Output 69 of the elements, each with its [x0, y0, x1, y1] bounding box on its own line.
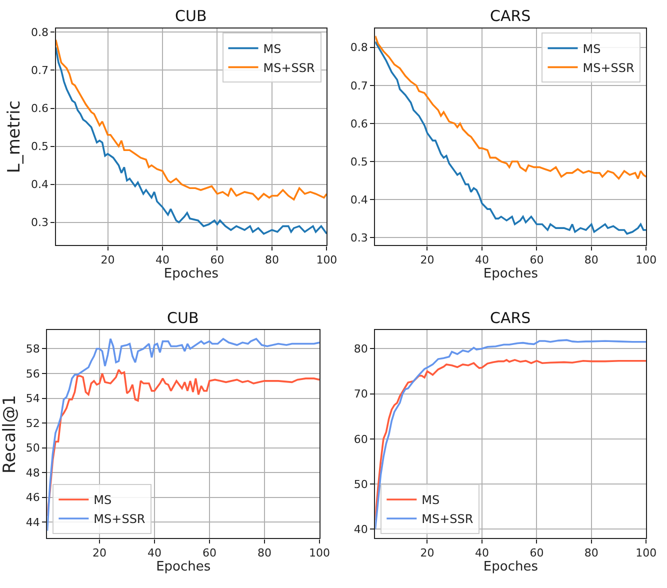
y-tick-label: 0.6 — [350, 117, 368, 130]
x-tick-label: 60 — [530, 253, 544, 266]
line-series — [47, 338, 320, 532]
y-tick-label: 52 — [26, 416, 40, 430]
y-axis-title: Recall@1 — [0, 394, 20, 474]
x-axis-title: Epoches — [164, 266, 219, 282]
x-tick-label: 40 — [474, 253, 489, 266]
y-tick-label: 0.5 — [30, 140, 48, 154]
y-tick-label: 54 — [26, 392, 40, 406]
y-tick-label: 44 — [26, 516, 40, 529]
chart-title: CARS — [490, 309, 531, 327]
y-tick-label: 0.4 — [350, 193, 368, 206]
y-axis-title: L_metric — [4, 100, 25, 174]
legend-label: MS — [94, 493, 112, 508]
line-series — [375, 339, 646, 530]
y-tick-label: 0.5 — [350, 155, 368, 168]
x-tick-label: 100 — [316, 253, 338, 266]
y-tick-label: 0.3 — [30, 216, 48, 230]
x-tick-label: 80 — [257, 546, 272, 560]
y-tick-label: 50 — [354, 478, 368, 491]
line-series — [375, 40, 646, 235]
y-tick-label: 46 — [26, 491, 40, 504]
chart-title: CUB — [167, 309, 199, 327]
y-tick-label: 58 — [26, 342, 40, 356]
legend-label: MS+SSR — [263, 60, 315, 75]
x-tick-label: 40 — [474, 546, 489, 560]
x-tick-label: 20 — [100, 253, 115, 266]
legend-label: MS+SSR — [94, 512, 146, 526]
chart-title: CARS — [490, 7, 531, 25]
y-tick-label: 50 — [26, 442, 40, 455]
x-tick-label: 100 — [308, 546, 330, 560]
x-tick-label: 80 — [584, 546, 598, 560]
x-tick-label: 60 — [530, 546, 544, 560]
x-tick-label: 60 — [202, 546, 216, 560]
legend-label: MS+SSR — [582, 60, 634, 75]
x-tick-label: 80 — [584, 253, 598, 266]
y-tick-label: 60 — [354, 432, 368, 446]
x-axis-title: Epoches — [156, 559, 211, 574]
x-tick-label: 60 — [210, 253, 224, 266]
x-axis-title: Epoches — [483, 266, 538, 282]
y-tick-label: 0.8 — [30, 26, 48, 40]
x-tick-label: 100 — [636, 253, 657, 266]
line-series — [375, 35, 646, 180]
chart-title: CUB — [175, 7, 207, 25]
x-tick-label: 20 — [420, 546, 434, 560]
line-series — [56, 46, 327, 235]
legend-label: MS — [263, 42, 282, 56]
x-tick-label: 20 — [420, 253, 434, 266]
x-axis-title: Epoches — [483, 559, 538, 574]
y-tick-label: 0.4 — [30, 178, 48, 192]
y-tick-label: 40 — [354, 523, 368, 536]
y-tick-label: 70 — [354, 388, 368, 401]
legend-label: MS — [582, 42, 601, 56]
y-tick-label: 48 — [26, 466, 40, 480]
y-tick-label: 0.3 — [350, 231, 368, 244]
legend-label: MS — [422, 493, 440, 508]
x-tick-label: 40 — [155, 253, 170, 266]
y-tick-label: 0.8 — [350, 41, 368, 54]
x-tick-label: 20 — [92, 546, 106, 560]
x-tick-label: 80 — [264, 253, 279, 266]
y-tick-label: 0.7 — [30, 64, 48, 78]
y-tick-label: 56 — [26, 367, 40, 380]
legend-label: MS+SSR — [422, 512, 474, 526]
y-tick-label: 0.7 — [350, 79, 368, 92]
y-tick-label: 80 — [354, 342, 368, 356]
y-tick-label: 0.6 — [30, 102, 48, 116]
x-tick-label: 100 — [636, 546, 657, 560]
line-series — [56, 38, 327, 200]
x-tick-label: 40 — [147, 546, 162, 560]
